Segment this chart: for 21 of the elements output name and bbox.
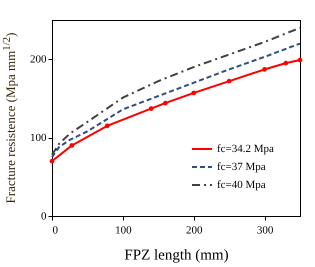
x-tick-label: 0 <box>52 224 58 236</box>
legend-label: fc=37 Mpa <box>217 161 266 173</box>
point <box>148 106 154 111</box>
point <box>283 60 288 66</box>
y-tick-label: 100 <box>30 132 47 144</box>
y-tick-label: 0 <box>41 210 47 222</box>
x-tick-label: 300 <box>256 224 274 236</box>
point <box>191 90 196 96</box>
point <box>226 78 232 84</box>
point <box>298 58 302 62</box>
point <box>163 100 168 106</box>
point <box>262 67 267 72</box>
point <box>50 158 54 164</box>
x-tick-label: 200 <box>186 224 203 236</box>
x-tick-label: 100 <box>115 224 132 236</box>
x-axis-title: FPZ length (mm) <box>124 248 229 264</box>
y-tick-label: 200 <box>30 54 47 66</box>
legend-label: fc=40 Mpa <box>217 179 266 191</box>
point <box>104 124 110 128</box>
point <box>69 143 74 148</box>
legend-label: fc=34.2 Mpa <box>217 143 274 155</box>
